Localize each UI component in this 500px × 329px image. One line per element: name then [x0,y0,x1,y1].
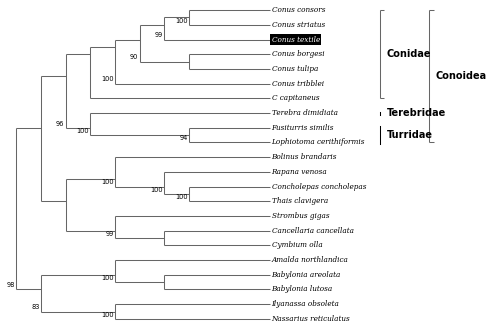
Text: 100: 100 [101,76,114,83]
Text: Conus tulipa: Conus tulipa [272,65,318,73]
Text: 100: 100 [101,275,114,281]
Text: 99: 99 [154,32,163,38]
Text: 98: 98 [6,282,15,288]
Text: 100: 100 [150,187,163,193]
Text: 100: 100 [76,128,89,134]
Text: 83: 83 [31,304,40,310]
Text: 94: 94 [180,135,188,141]
Text: Conus borgesi: Conus borgesi [272,50,324,58]
Text: 100: 100 [101,312,114,318]
Text: Thais clavigera: Thais clavigera [272,197,328,205]
Text: 99: 99 [106,231,114,237]
Text: Conoidea: Conoidea [436,71,487,81]
Text: Conus textile: Conus textile [272,36,320,43]
Text: C capitaneus: C capitaneus [272,94,319,102]
Text: Babylonia lutosa: Babylonia lutosa [272,286,333,293]
Text: Fusiturris similis: Fusiturris similis [272,124,334,132]
Text: 100: 100 [175,194,188,200]
Text: Bolinus brandaris: Bolinus brandaris [272,153,337,161]
Text: Conidae: Conidae [386,49,431,59]
Text: Conus tribblei: Conus tribblei [272,80,324,88]
Text: Rapana venosa: Rapana venosa [272,168,328,176]
Text: Strombus gigas: Strombus gigas [272,212,329,220]
Text: Cancellaria cancellata: Cancellaria cancellata [272,227,353,235]
Text: Cymbium olla: Cymbium olla [272,241,322,249]
Text: Terebra dimidiata: Terebra dimidiata [272,109,338,117]
Text: Lophiotoma cerithiformis: Lophiotoma cerithiformis [272,139,365,146]
Text: Conus striatus: Conus striatus [272,21,325,29]
Text: Concholepas concholepas: Concholepas concholepas [272,183,366,190]
Text: Conus consors: Conus consors [272,6,325,14]
Text: Amalda northlandica: Amalda northlandica [272,256,348,264]
Text: Turridae: Turridae [386,130,432,140]
Text: Nassarius reticulatus: Nassarius reticulatus [272,315,350,323]
Text: 100: 100 [101,179,114,185]
Text: Ilyanassa obsoleta: Ilyanassa obsoleta [272,300,340,308]
Text: Babylonia areolata: Babylonia areolata [272,271,341,279]
Text: 100: 100 [175,18,188,24]
Text: 96: 96 [56,120,64,127]
Text: 90: 90 [130,54,138,61]
Text: Terebridae: Terebridae [386,108,446,118]
